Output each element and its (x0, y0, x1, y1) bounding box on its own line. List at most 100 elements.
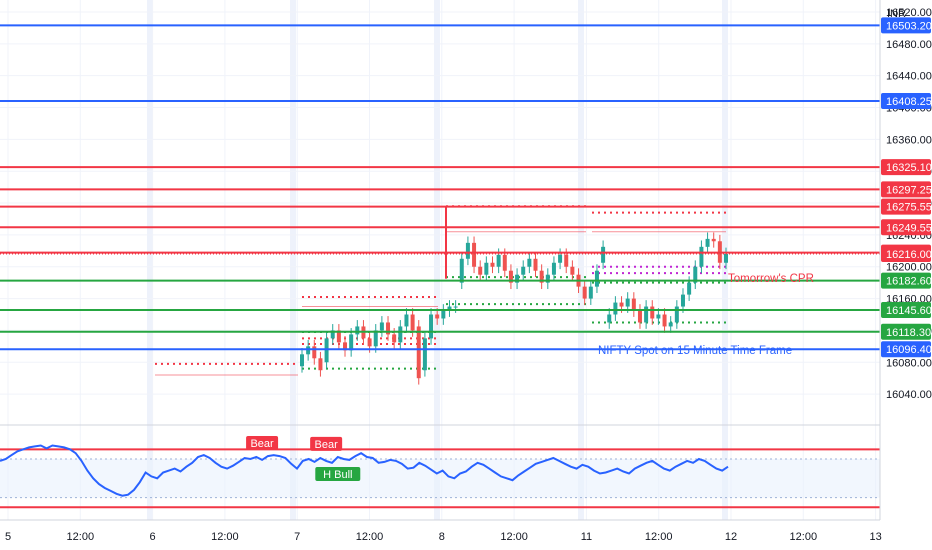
candle-body (582, 286, 587, 299)
candle-body (693, 266, 698, 283)
level-label: 16408.25 (886, 96, 932, 108)
oscillator-pane: 80.0020.0040.00BearBearH Bull (0, 435, 917, 516)
level-label-bg (881, 323, 931, 340)
price-tick-label: 16440.00 (886, 71, 932, 83)
candle-body (558, 254, 563, 263)
candle-body (367, 338, 372, 347)
time-tick-label: 12:00 (67, 531, 95, 543)
candle-body (625, 298, 630, 307)
level-label-bg (881, 272, 931, 289)
candle-body (527, 258, 532, 267)
candle-body (601, 246, 606, 263)
candle-body (459, 258, 464, 283)
candle-body (588, 286, 593, 299)
candle-body (404, 314, 409, 327)
candle-body (687, 282, 692, 295)
candle-body (318, 358, 323, 371)
signal-badge (315, 467, 361, 482)
signal-label: Bear (315, 439, 339, 451)
candle-body (355, 326, 360, 335)
candle-body (300, 354, 304, 367)
level-label-bg (881, 181, 931, 198)
candle-body (570, 266, 575, 275)
price-tick-label: 16480.00 (886, 39, 932, 51)
time-tick-label: 8 (439, 531, 445, 543)
candle-body (619, 302, 624, 307)
level-label: 16503.20 (886, 20, 932, 32)
level-label-bg (881, 341, 931, 358)
level-label-bg (881, 159, 931, 176)
time-tick-label: 7 (294, 531, 300, 543)
time-tick-label: 12:00 (645, 531, 673, 543)
time-tick-label: 12:00 (211, 531, 239, 543)
last-price-label: 16216.00 (886, 249, 932, 261)
candle-body (441, 310, 446, 319)
candle-body (410, 314, 415, 331)
candle-body (656, 314, 661, 319)
time-axis-ticks[interactable]: 5 12:00 6 12:00 7 12:00 8 12:00 11 12:00 12 12:00 13 (5, 531, 882, 543)
candle-body (422, 338, 427, 371)
candle-body (705, 238, 710, 247)
signal-badge (310, 436, 343, 451)
grid-lines (0, 0, 880, 520)
candle-body (699, 246, 704, 267)
candle-body (330, 330, 335, 339)
candle-body (545, 274, 550, 283)
candle-body (453, 306, 458, 308)
candle-body (343, 342, 348, 351)
candle-body (711, 238, 716, 242)
candle-body (674, 306, 679, 323)
time-tick-label: 12:00 (500, 531, 528, 543)
candle-body (490, 262, 495, 267)
candle-body (539, 270, 544, 283)
candle-body (551, 262, 556, 275)
time-tick-label: 6 (150, 531, 156, 543)
level-label-bg (881, 219, 931, 236)
candle-body (496, 254, 501, 267)
candle-body (429, 314, 434, 339)
candle-body (613, 302, 618, 315)
level-label: 16325.10 (886, 162, 932, 174)
candle-body (644, 306, 649, 323)
candle-body (373, 330, 378, 347)
candle-body (508, 270, 513, 283)
candle-body (349, 334, 354, 351)
level-label: 16275.55 (886, 202, 932, 214)
time-tick-label: 12:00 (790, 531, 818, 543)
level-label-bg (881, 302, 931, 319)
candle-body (533, 258, 538, 271)
session-shading (147, 0, 728, 520)
price-tick-label: 16360.00 (886, 134, 932, 146)
candle-body (435, 314, 440, 319)
candle-body (724, 254, 728, 263)
candle-body (379, 322, 384, 331)
time-tick-label: 11 (581, 531, 592, 543)
chart-title-annotation: NIFTY Spot on 15 Minute Time Frame (598, 345, 792, 357)
signal-label: H Bull (323, 469, 352, 481)
oscillator-band (0, 458, 880, 498)
candle-body (484, 262, 489, 275)
candle-body (306, 346, 311, 355)
candle-body (637, 310, 642, 323)
price-tick-label: 16520.00 (886, 7, 932, 19)
level-label: 16118.30 (886, 327, 931, 339)
candle-body (662, 314, 667, 327)
candle-body (650, 306, 655, 319)
level-labels: 16503.20 16408.25 16325.10 16297.25 16275.55… (881, 17, 932, 358)
candle-body (398, 326, 403, 343)
candle-body (392, 334, 397, 343)
candle-body (465, 242, 470, 259)
candle-body (416, 326, 421, 379)
candle-body (668, 322, 673, 327)
candle-body (312, 346, 317, 359)
candle-body (680, 294, 685, 307)
candle-body (478, 266, 483, 275)
candle-body (521, 266, 526, 275)
price-tick-label: 16200.00 (886, 262, 932, 274)
level-label-bg (881, 17, 931, 34)
level-label: 16297.25 (886, 184, 932, 196)
candle-body (502, 254, 507, 271)
candle-body (594, 270, 599, 287)
horizontal-levels (0, 24, 880, 351)
